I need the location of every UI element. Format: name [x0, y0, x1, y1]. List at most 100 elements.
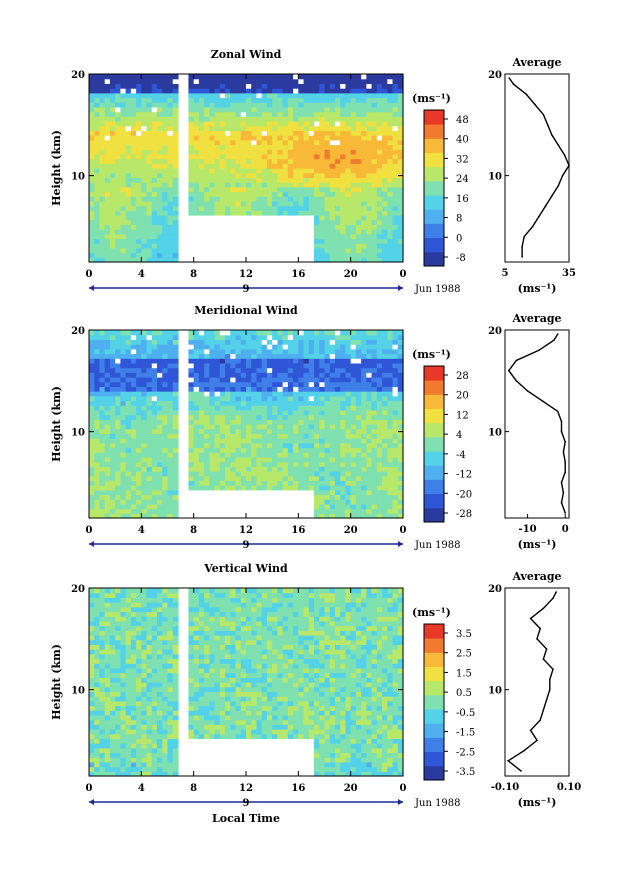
- heatmap-cell: [157, 74, 163, 80]
- heatmap-cell: [314, 433, 320, 439]
- heatmap-cell: [94, 428, 101, 434]
- heatmap-cell: [282, 438, 289, 444]
- heatmap-cell: [104, 419, 111, 425]
- heatmap-cell: [89, 452, 95, 458]
- heatmap-cell: [235, 205, 242, 211]
- heatmap-cell: [109, 182, 116, 188]
- heatmap-cell: [293, 88, 299, 94]
- heatmap-cell: [157, 233, 163, 240]
- heatmap-cell: [235, 83, 242, 89]
- heatmap-cell: [256, 163, 263, 169]
- heatmap-cell: [334, 452, 341, 458]
- heatmap-cell: [162, 339, 169, 345]
- heatmap-cell: [89, 635, 95, 641]
- heatmap-cell: [157, 513, 163, 519]
- heatmap-cell: [366, 344, 373, 350]
- heatmap-cell: [172, 106, 179, 113]
- heatmap-cell: [151, 186, 158, 193]
- heatmap-cell: [366, 153, 373, 160]
- heatmap-cell: [355, 116, 362, 122]
- heatmap-cell: [334, 163, 341, 169]
- heatmap-cell: [324, 191, 331, 197]
- heatmap-cell: [376, 219, 383, 225]
- heatmap-cell: [334, 88, 341, 94]
- heatmap-cell: [162, 116, 169, 122]
- heatmap-cell: [293, 372, 299, 378]
- heatmap-cell: [230, 480, 237, 486]
- heatmap-cell: [355, 205, 362, 211]
- heatmap-cell: [361, 257, 367, 263]
- heatmap-cell: [340, 219, 347, 225]
- heatmap-cell: [329, 130, 336, 136]
- heatmap-cell: [392, 172, 399, 178]
- heatmap-cell: [167, 177, 174, 183]
- heatmap-cell: [115, 508, 121, 514]
- heatmap-cell: [350, 344, 357, 350]
- heatmap-cell: [104, 635, 111, 641]
- heatmap-cell: [277, 348, 284, 355]
- heatmap-cell: [240, 367, 247, 373]
- heatmap-cell: [151, 677, 158, 683]
- heatmap-cell: [204, 200, 210, 207]
- heatmap-cell: [392, 106, 399, 113]
- heatmap-cell: [392, 83, 399, 89]
- heatmap-cell: [298, 424, 305, 430]
- heatmap-cell: [371, 83, 378, 89]
- heatmap-cell: [272, 186, 278, 193]
- heatmap-cell: [130, 247, 137, 254]
- heatmap-cell: [94, 616, 101, 622]
- heatmap-cell: [120, 182, 127, 188]
- heatmap-cell: [209, 400, 216, 406]
- heatmap-cell: [99, 149, 106, 155]
- heatmap-cell: [314, 215, 320, 221]
- heatmap-cell: [277, 186, 284, 193]
- heatmap-cell: [94, 447, 101, 453]
- heatmap-cell: [146, 116, 153, 122]
- heatmap-cell: [261, 485, 268, 491]
- heatmap-cell: [120, 447, 127, 453]
- heatmap-cell: [120, 489, 127, 496]
- heatmap-cell: [287, 330, 294, 336]
- heatmap-cell: [329, 452, 336, 458]
- heatmap-cell: [261, 153, 268, 160]
- heatmap-cell: [193, 475, 200, 481]
- heatmap-cell: [94, 163, 101, 169]
- heatmap-cell: [162, 92, 169, 99]
- heatmap-cell: [266, 414, 273, 420]
- heatmap-cell: [303, 362, 310, 369]
- heatmap-cell: [120, 391, 127, 397]
- heatmap-cell: [94, 686, 101, 692]
- heatmap-cell: [214, 158, 221, 164]
- heatmap-cell: [89, 639, 95, 645]
- heatmap-cell: [366, 419, 373, 425]
- heatmap-cell: [130, 710, 137, 716]
- heatmap-cell: [141, 667, 148, 674]
- heatmap-cell: [120, 395, 127, 402]
- heatmap-cell: [277, 353, 284, 359]
- heatmap-cell: [382, 83, 388, 89]
- heatmap-cell: [125, 649, 132, 655]
- heatmap-cell: [240, 196, 247, 202]
- heatmap-cell: [136, 485, 142, 491]
- heatmap-cell: [282, 139, 289, 146]
- heatmap-cell: [146, 409, 153, 416]
- heatmap-cell: [314, 395, 320, 402]
- heatmap-cell: [345, 330, 352, 336]
- heatmap-cell: [303, 353, 310, 359]
- heatmap-cell: [99, 485, 106, 491]
- heatmap-cell: [293, 400, 299, 406]
- heatmap-cell: [115, 743, 121, 749]
- heatmap-cell: [256, 168, 263, 174]
- heatmap-cell: [314, 116, 320, 122]
- heatmap-cell: [334, 144, 341, 150]
- heatmap-cell: [104, 158, 111, 164]
- heatmap-cell: [251, 480, 258, 486]
- heatmap-cell: [345, 428, 352, 434]
- heatmap-cell: [293, 172, 299, 178]
- heatmap-cell: [371, 257, 378, 263]
- colorbar-unit: (ms⁻¹): [412, 348, 451, 361]
- heatmap-cell: [214, 471, 221, 477]
- heatmap-cell: [387, 391, 394, 397]
- heatmap-cell: [125, 238, 132, 244]
- heatmap-cell: [136, 149, 142, 155]
